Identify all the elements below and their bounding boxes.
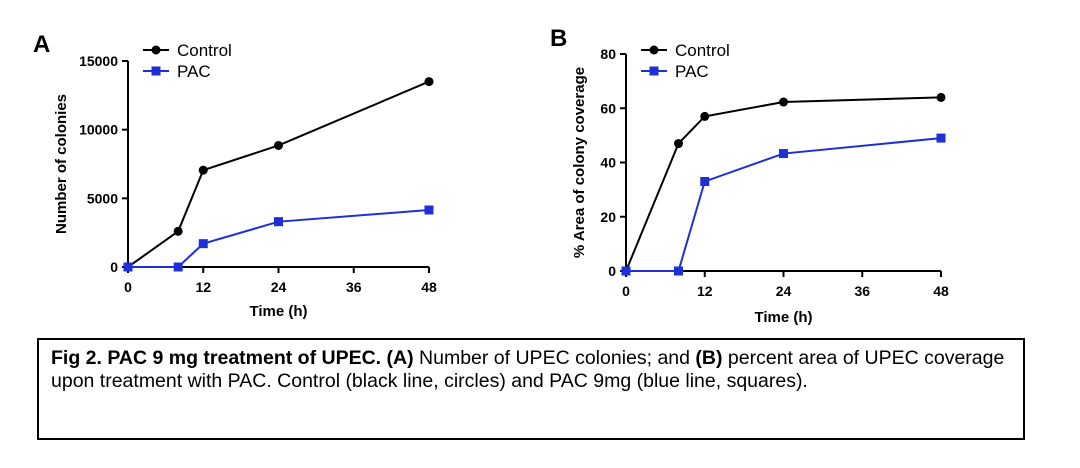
y-tick-label: 0 [110,259,118,275]
data-point-control [274,140,283,150]
data-point-pac [779,149,788,159]
x-tick-label: 12 [697,283,713,299]
data-point-pac [123,262,133,272]
caption-label-a: (A) [386,347,414,369]
y-tick-label: 5000 [87,190,118,206]
data-point-pac [674,266,683,276]
data-point-control [936,92,946,102]
x-tick-label: 48 [421,279,437,295]
data-point-pac [621,266,631,276]
caption-text-b: percent area of UPEC coverage upon treat… [51,347,1005,392]
legend-label-pac: PAC [675,62,709,81]
x-tick-label: 12 [195,279,211,295]
caption-label-b: (B) [695,347,723,369]
series-line-control [127,80,430,268]
y-tick-label: 15000 [79,53,118,69]
caption-text-a: Number of UPEC colonies; and [413,347,696,369]
data-point-control [700,111,710,121]
legend-marker-pac [151,66,161,76]
data-point-pac [700,176,710,186]
caption-title: Fig 2. PAC 9 mg treatment of UPEC. [51,347,382,369]
x-axis-title: Time (h) [754,309,812,326]
y-tick-label: 80 [600,46,616,62]
legend-label-control: Control [675,41,730,60]
data-point-pac [936,133,946,143]
data-point-control [779,97,788,107]
x-tick-label: 0 [622,283,630,299]
legend-label-control: Control [177,41,232,60]
data-point-control [198,165,208,175]
panel-a: A 0 5000 10000 15000 0 12 24 36 48 Time (h) Number … [33,31,437,320]
figure-caption: Fig 2. PAC 9 mg treatment of UPEC. (A) N… [37,338,1025,440]
legend-marker-control [151,45,161,55]
data-point-pac [274,217,283,227]
x-tick-label: 0 [124,279,132,295]
x-axis-title: Time (h) [249,303,307,320]
data-point-control [173,226,183,236]
x-tick-label: 36 [854,283,870,299]
data-point-control [674,139,683,149]
y-tick-label: 0 [608,263,616,279]
x-tick-label: 24 [776,283,792,299]
data-point-pac [424,205,434,215]
y-tick-label: 20 [600,209,616,225]
panel-b: B 0 20 40 60 80 0 12 24 36 48 Time (h) % Area of col… [550,25,949,326]
y-axis-title: % Area of colony coverage [571,67,588,258]
series-line-control [625,96,942,272]
legend-label-pac: PAC [177,62,211,81]
data-point-control [424,77,434,87]
x-tick-label: 24 [271,279,287,295]
y-tick-label: 10000 [79,122,118,138]
x-tick-label: 48 [933,283,949,299]
panel-label: A [33,31,50,58]
panel-label: B [550,25,567,52]
figure: A 0 5000 10000 15000 0 12 24 36 48 Time (h) Number … [33,25,949,326]
legend-marker-control [649,45,659,55]
x-tick-label: 36 [346,279,362,295]
y-axis-title: Number of colonies [53,94,70,234]
legend-marker-pac [649,66,659,76]
y-tick-label: 60 [600,100,616,116]
y-tick-label: 40 [600,155,616,171]
data-point-pac [198,239,208,249]
data-point-pac [173,262,183,272]
